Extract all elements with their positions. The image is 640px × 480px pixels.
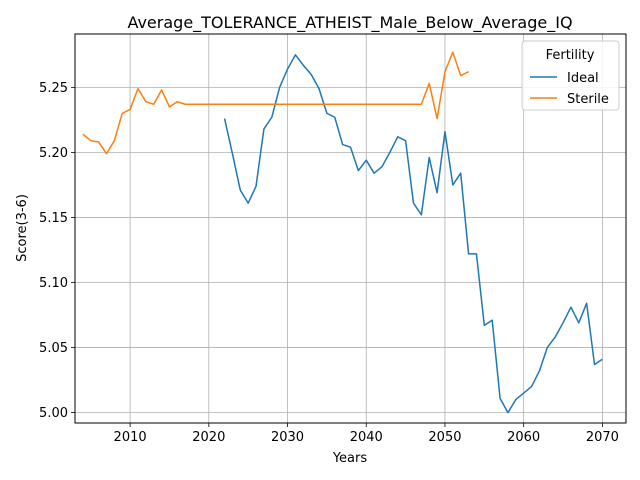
series-lines [82, 51, 603, 414]
x-tick-label: 2050 [428, 430, 461, 445]
legend-label-ideal: Ideal [567, 71, 599, 86]
plot-area-frame [74, 33, 627, 424]
legend-label-sterile: Sterile [567, 92, 609, 107]
y-tick-label: 5.25 [39, 81, 68, 96]
legend-title: Fertility [546, 48, 595, 63]
y-tick-label: 5.05 [39, 341, 68, 356]
y-tick-label: 5.20 [39, 146, 68, 161]
x-axis-label: Years [332, 451, 368, 466]
x-tick-label: 2010 [114, 430, 147, 445]
x-tick-label: 2030 [271, 430, 304, 445]
legend: Fertility Ideal Sterile [521, 40, 620, 111]
y-axis-ticks: 5.00 5.05 5.10 5.15 5.20 5.25 [39, 81, 75, 421]
x-tick-label: 2060 [507, 430, 540, 445]
x-axis-ticks: 2010 2020 2030 2040 2050 2060 2070 [114, 423, 619, 445]
grid [75, 34, 626, 423]
x-tick-label: 2040 [350, 430, 383, 445]
series-line-ideal [223, 54, 603, 414]
y-tick-label: 5.00 [39, 406, 68, 421]
y-tick-label: 5.15 [39, 211, 68, 226]
x-tick-label: 2020 [192, 430, 225, 445]
legend-box [521, 40, 620, 111]
series-line-sterile [82, 51, 469, 155]
y-axis-label: Score(3-6) [15, 194, 30, 262]
chart-title: Average_TOLERANCE_ATHEIST_Male_Below_Ave… [127, 13, 572, 33]
y-tick-label: 5.10 [39, 276, 68, 291]
x-tick-label: 2070 [586, 430, 619, 445]
